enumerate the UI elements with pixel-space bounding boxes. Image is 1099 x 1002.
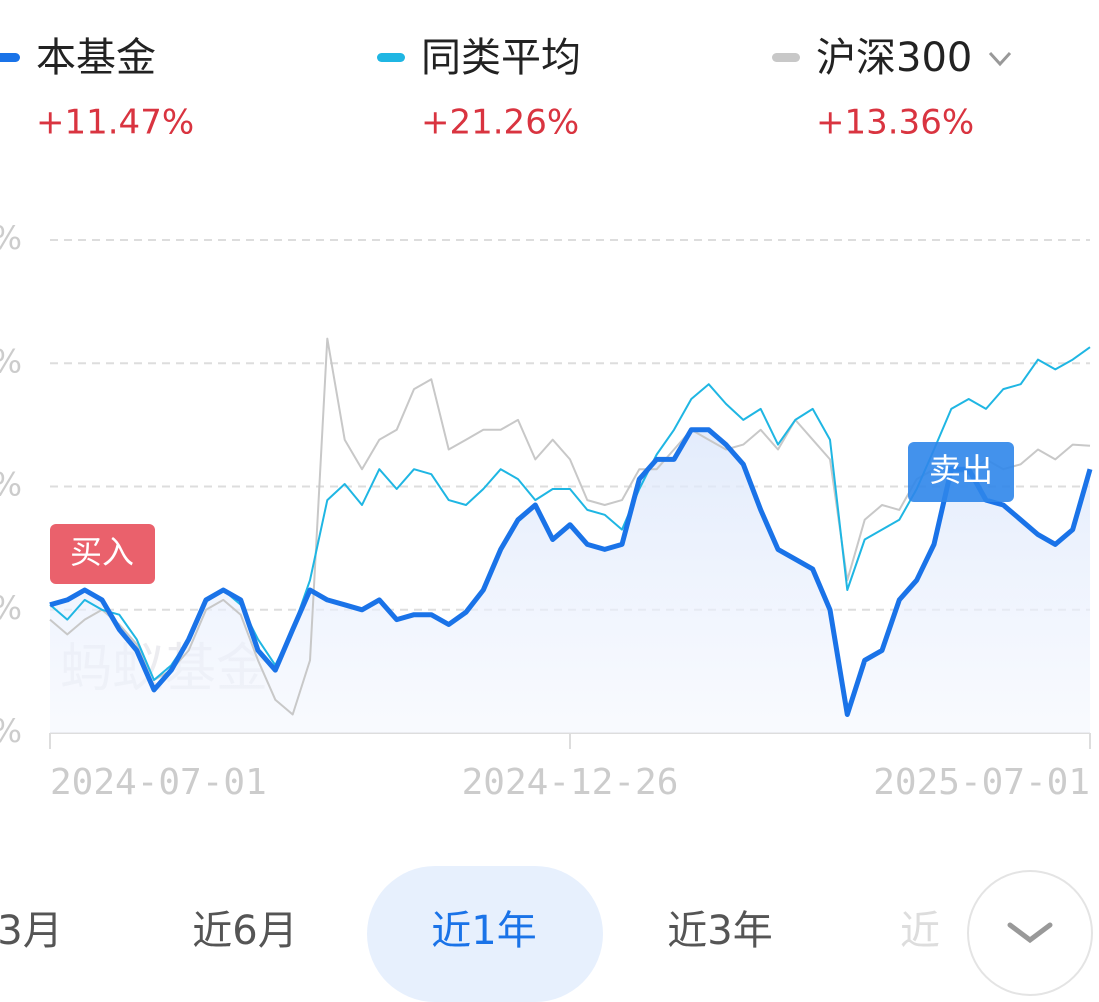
tab-active-bg bbox=[367, 866, 603, 1002]
legend-swatch[interactable] bbox=[377, 53, 405, 62]
series-line bbox=[49, 427, 1093, 717]
tab[interactable]: 近6月 bbox=[192, 908, 297, 954]
tab[interactable]: 3月 bbox=[0, 908, 63, 954]
legend-label[interactable]: 同类平均 bbox=[421, 35, 581, 81]
y-tick-label: % bbox=[0, 589, 22, 627]
x-tick-label: 2024-12-26 bbox=[462, 762, 679, 803]
legend-swatch[interactable] bbox=[772, 53, 800, 62]
y-tick-label: % bbox=[0, 712, 22, 750]
legend-change: +11.47% bbox=[36, 103, 194, 143]
sell-label: 卖出 bbox=[929, 451, 993, 489]
expand-button[interactable] bbox=[967, 870, 1093, 996]
expand-icon bbox=[1007, 922, 1053, 944]
y-tick-label: % bbox=[0, 219, 22, 257]
tab[interactable]: 近1年 bbox=[431, 908, 536, 954]
y-tick-label: % bbox=[0, 466, 22, 504]
tab[interactable]: 近 bbox=[900, 908, 940, 954]
buy-label: 买入 bbox=[70, 533, 134, 571]
buy-badge bbox=[50, 524, 155, 584]
legend-swatch[interactable] bbox=[0, 53, 20, 62]
legend-label[interactable]: 本基金 bbox=[36, 35, 156, 81]
dropdown-icon[interactable] bbox=[988, 51, 1012, 67]
x-tick-label: 2024-07-01 bbox=[50, 762, 267, 803]
legend-change: +13.36% bbox=[816, 103, 974, 143]
sell-badge bbox=[908, 442, 1014, 502]
x-tick-label: 2025-07-01 bbox=[873, 762, 1090, 803]
legend-change: +21.26% bbox=[421, 103, 579, 143]
tab[interactable]: 近3年 bbox=[667, 908, 772, 954]
y-tick-label: % bbox=[0, 342, 22, 380]
legend-label[interactable]: 沪深300 bbox=[816, 35, 972, 81]
